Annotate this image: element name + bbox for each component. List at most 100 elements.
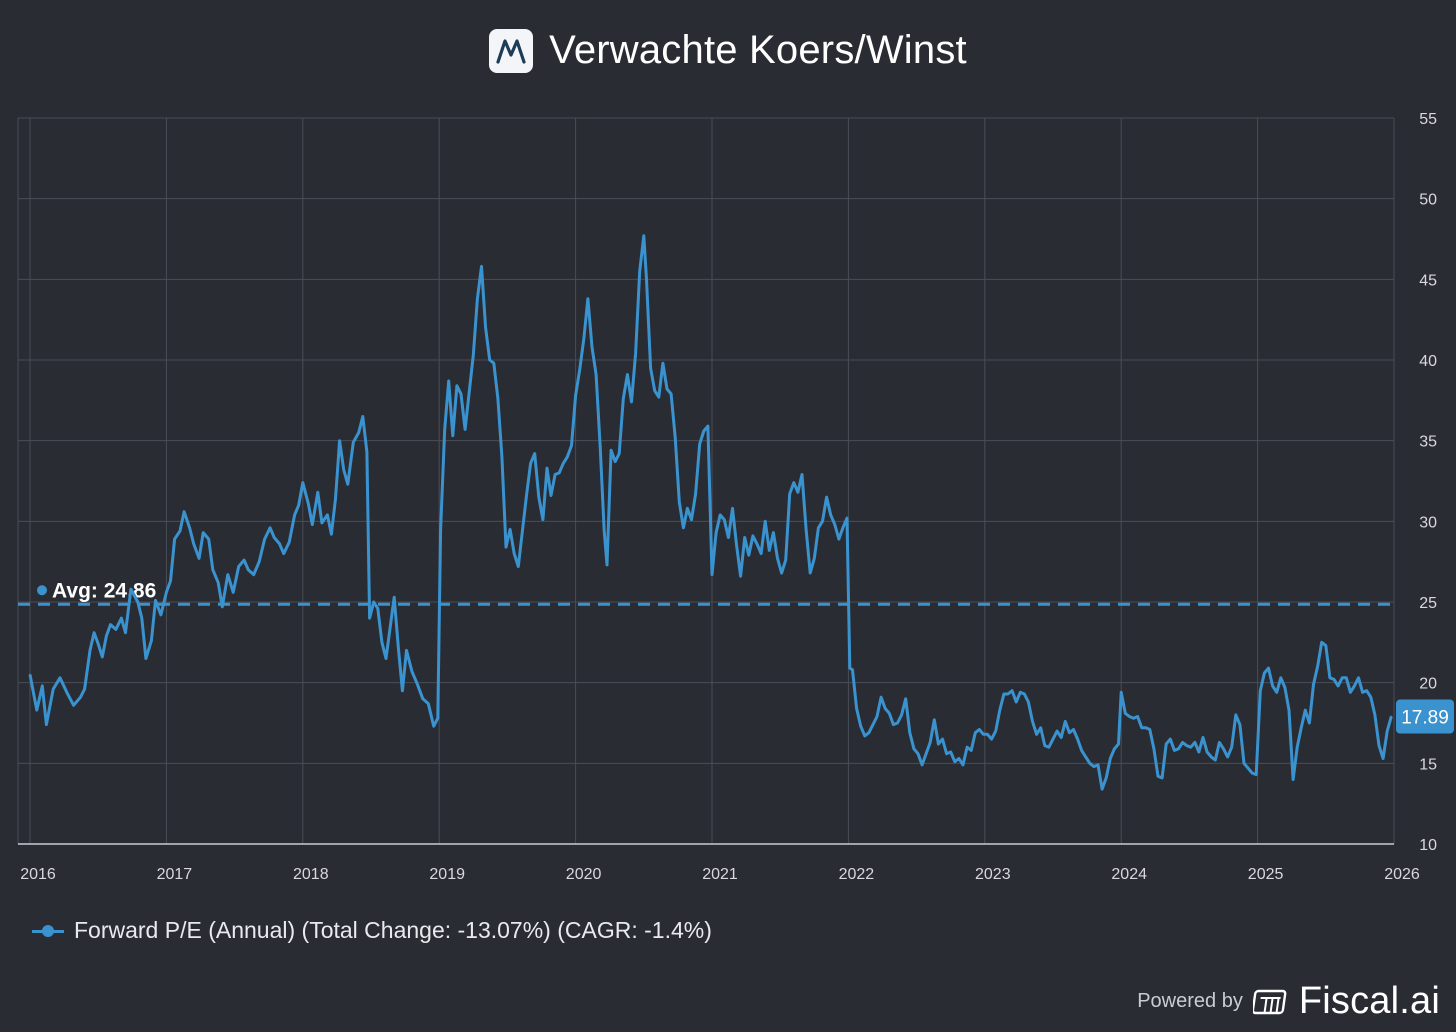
data-point [657,396,660,398]
data-point [888,712,891,715]
data-point [405,649,408,652]
x-tick-label: 2025 [1248,866,1284,883]
data-point [456,384,458,387]
data-point [263,538,266,540]
data-point [994,730,997,732]
data-point [488,359,491,361]
data-point [1161,777,1163,779]
data-point [900,714,903,716]
data-point [1048,746,1050,749]
data-point [962,764,964,766]
data-point [859,725,862,728]
y-tick-label: 30 [1419,514,1437,531]
data-point [880,696,882,699]
data-point [1288,709,1290,711]
data-point [173,538,176,540]
data-point [686,507,689,510]
data-point [863,735,866,737]
data-point [1320,641,1323,644]
data-point [719,514,722,516]
y-tick-label: 10 [1419,837,1437,854]
data-point [501,455,503,458]
data-point [694,493,697,495]
data-point [784,559,787,561]
data-point [747,554,750,557]
data-point [855,707,858,710]
data-point [150,639,153,642]
y-tick-label: 50 [1419,192,1437,209]
data-point [1093,765,1095,768]
data-point [421,697,424,700]
data-point [1337,685,1339,687]
data-point [768,549,771,552]
data-point [1369,696,1372,699]
data-point [237,565,240,568]
data-point [41,685,44,687]
data-point [521,530,524,532]
powered-by-text: Powered by [1137,990,1243,1012]
data-point [1113,747,1116,750]
data-point [1043,744,1046,747]
data-point [443,428,446,431]
data-point [1382,757,1384,760]
data-point [484,326,487,329]
data-point [1279,676,1282,679]
data-point [357,431,360,434]
data-point [1177,747,1180,750]
data-point [1084,756,1087,758]
company-logo-icon [489,28,534,73]
data-point [1243,762,1245,765]
data-point [207,538,210,540]
y-tick-label: 55 [1419,111,1437,128]
data-point [385,657,387,660]
data-point [368,617,371,619]
data-point [678,501,681,503]
data-point [79,696,82,699]
chart-header: Verwachte Koers/Winst [0,28,1456,73]
data-point [618,452,621,455]
data-point [578,368,581,371]
data-point [797,491,799,494]
data-point [723,518,726,521]
data-point [505,546,507,548]
chart-legend[interactable]: Forward P/E (Annual) (Total Change: -13.… [32,917,712,944]
data-point [1039,726,1042,729]
data-point [1109,757,1112,760]
data-point [622,397,625,400]
data-point [1271,685,1274,687]
data-point [145,657,147,660]
data-point [278,543,281,545]
data-point [202,531,205,534]
data-point [958,757,960,760]
data-point [29,673,31,676]
data-point [715,531,717,534]
data-point [297,504,300,507]
data-point [401,689,404,692]
data-point [908,731,911,734]
data-point [1189,746,1192,749]
data-point [610,449,612,452]
data-point [513,552,516,555]
data-point [937,743,940,745]
data-point [1011,689,1013,692]
data-point [342,468,345,471]
data-point [217,581,220,584]
data-point [817,526,820,529]
data-point [872,723,874,726]
data-point [990,738,993,740]
data-point [1378,744,1380,747]
data-point [1206,751,1208,753]
data-point [179,530,181,532]
data-point [1120,691,1123,694]
data-point [842,526,844,529]
data-point [1035,733,1038,736]
data-point [805,528,807,531]
data-point [59,676,61,679]
y-tick-label: 45 [1419,272,1437,289]
data-point [464,428,466,431]
data-point [282,552,285,555]
data-point [698,443,701,445]
data-point [72,704,75,707]
data-point [756,543,758,545]
data-point [570,444,573,447]
